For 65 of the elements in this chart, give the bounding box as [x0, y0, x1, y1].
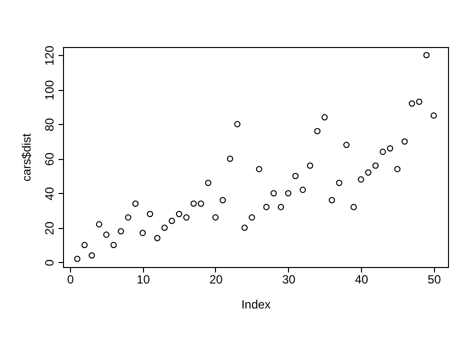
point [358, 176, 364, 183]
point [300, 186, 306, 193]
point [365, 169, 372, 176]
point [234, 121, 240, 128]
point [248, 214, 256, 221]
y-tick-label: 0 [42, 259, 56, 266]
point [343, 142, 350, 148]
point [401, 138, 408, 145]
point [183, 214, 190, 221]
point [430, 112, 437, 119]
point [110, 242, 117, 248]
point [241, 224, 248, 231]
point [96, 221, 102, 228]
point [81, 242, 88, 248]
y-tick-label: 100 [42, 80, 56, 100]
point [306, 162, 314, 169]
point [408, 100, 416, 107]
point [212, 214, 219, 221]
point [394, 166, 401, 172]
x-tick-label: 50 [428, 272, 442, 286]
point [140, 230, 146, 236]
y-tick-label: 80 [42, 118, 56, 132]
y-axis-title: cars$dist [20, 132, 34, 182]
point [278, 204, 284, 210]
point [205, 180, 212, 186]
x-axis-title: Index [241, 298, 271, 312]
point [190, 200, 197, 207]
point [256, 166, 262, 172]
point [103, 232, 110, 238]
point [176, 210, 182, 218]
y-tick-label: 40 [42, 186, 56, 200]
x-tick-label: 40 [354, 272, 368, 286]
point [154, 234, 160, 242]
point [263, 204, 270, 210]
point [270, 190, 277, 196]
point [74, 256, 80, 262]
point [292, 172, 299, 180]
y-tick-label: 120 [42, 45, 56, 66]
point [386, 145, 394, 152]
x-tick-label: 10 [136, 272, 150, 286]
point [161, 224, 168, 231]
point [285, 190, 292, 196]
point [118, 228, 124, 234]
point [146, 210, 154, 218]
point [423, 52, 430, 58]
point [88, 252, 95, 259]
point [198, 200, 204, 207]
x-tick-label: 30 [282, 272, 296, 286]
point [125, 214, 132, 221]
y-tick-label: 60 [42, 152, 56, 166]
point [336, 180, 342, 186]
point [321, 114, 328, 120]
x-tick-label: 0 [67, 272, 74, 286]
point [226, 156, 234, 162]
x-tick-label: 20 [209, 272, 223, 286]
point [380, 148, 386, 155]
point [328, 197, 336, 204]
point [314, 128, 320, 134]
y-tick-label: 20 [42, 221, 56, 235]
point [416, 98, 422, 105]
point [132, 200, 139, 207]
point [168, 218, 175, 224]
point [350, 204, 357, 210]
point [372, 162, 379, 169]
point [220, 197, 226, 204]
